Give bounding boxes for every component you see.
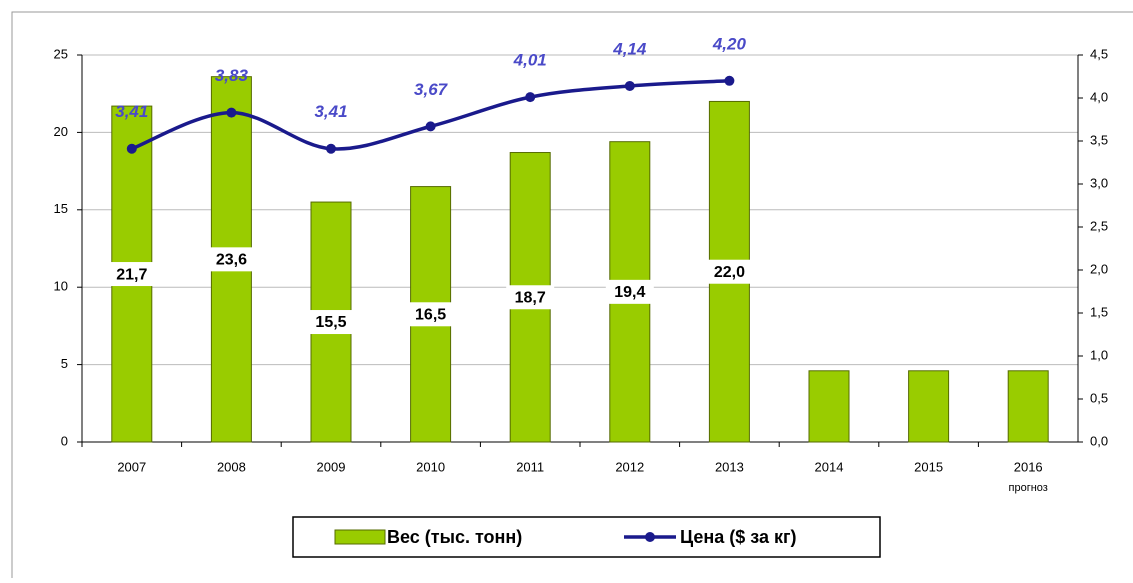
legend-label: Цена ($ за кг): [680, 527, 797, 547]
line-point: [425, 121, 436, 132]
value-label: 15,5: [315, 314, 346, 331]
y2-tick-label: 4,5: [1090, 46, 1108, 61]
x-tick-label: 2015: [914, 459, 943, 474]
chart-frame: [11, 11, 1133, 583]
y2-tick-label: 0,0: [1090, 433, 1108, 448]
line-value-label: 3,41: [314, 102, 347, 121]
x-tick-label: 2012: [615, 459, 644, 474]
line-value-label: 4,14: [612, 39, 647, 58]
x-tick-note: прогноз: [1009, 482, 1048, 494]
y-tick-label: 15: [54, 201, 68, 216]
line-value-label: 3,67: [414, 80, 449, 99]
x-tick-label: 2009: [317, 459, 346, 474]
line-point: [624, 80, 635, 91]
value-label-box: [506, 285, 555, 310]
legend-marker: [645, 532, 655, 542]
value-label-box: [705, 259, 754, 284]
line-point: [326, 143, 336, 154]
bar: [808, 370, 850, 443]
line-point: [724, 75, 735, 86]
x-tick-label: 2008: [217, 459, 246, 474]
y2-tick-label: 3,0: [1090, 175, 1108, 190]
y-tick-label: 5: [61, 356, 68, 371]
legend-box: [292, 516, 881, 558]
x-tick-label: 2011: [516, 459, 544, 474]
value-label: 19,4: [614, 284, 645, 301]
line-value-label: 3,41: [115, 102, 148, 121]
value-label: 22,0: [714, 264, 745, 281]
x-tick-label: 2016: [1014, 459, 1043, 474]
line-value-label: 4,20: [712, 34, 747, 53]
value-label: 16,5: [415, 307, 446, 324]
bar: [1007, 370, 1049, 443]
y2-tick-label: 1,5: [1090, 304, 1108, 319]
y-tick-label: 20: [54, 124, 68, 139]
value-label: 18,7: [515, 289, 546, 306]
value-label-box: [207, 247, 256, 272]
value-label: 23,6: [216, 252, 247, 269]
y-tick-label: 25: [54, 46, 68, 61]
legend-swatch: [334, 529, 386, 545]
y-tick-label: 10: [54, 279, 68, 294]
line-value-label: 4,01: [513, 51, 547, 70]
value-label-box: [406, 302, 455, 327]
x-tick-label: 2013: [715, 459, 744, 474]
x-tick-label: 2007: [117, 459, 146, 474]
value-label: 21,7: [116, 266, 147, 283]
line-point: [126, 143, 137, 154]
y2-tick-label: 2,5: [1090, 218, 1108, 233]
value-label-box: [605, 279, 654, 304]
line-point: [525, 92, 536, 103]
y2-tick-label: 4,0: [1090, 89, 1108, 104]
line-point: [226, 107, 237, 118]
x-tick-label: 2010: [416, 459, 445, 474]
bar: [908, 370, 950, 443]
y-tick-label: 0: [61, 433, 68, 448]
value-label-box: [307, 310, 355, 335]
y2-tick-label: 2,0: [1090, 261, 1108, 276]
y2-tick-label: 3,5: [1090, 132, 1108, 147]
x-tick-label: 2014: [815, 459, 844, 474]
line-value-label: 3,83: [215, 66, 249, 85]
legend-label: Вес (тыс. тонн): [387, 527, 522, 547]
y2-tick-label: 0,5: [1090, 390, 1108, 405]
value-label-box: [107, 262, 156, 287]
y2-tick-label: 1,0: [1090, 347, 1108, 362]
